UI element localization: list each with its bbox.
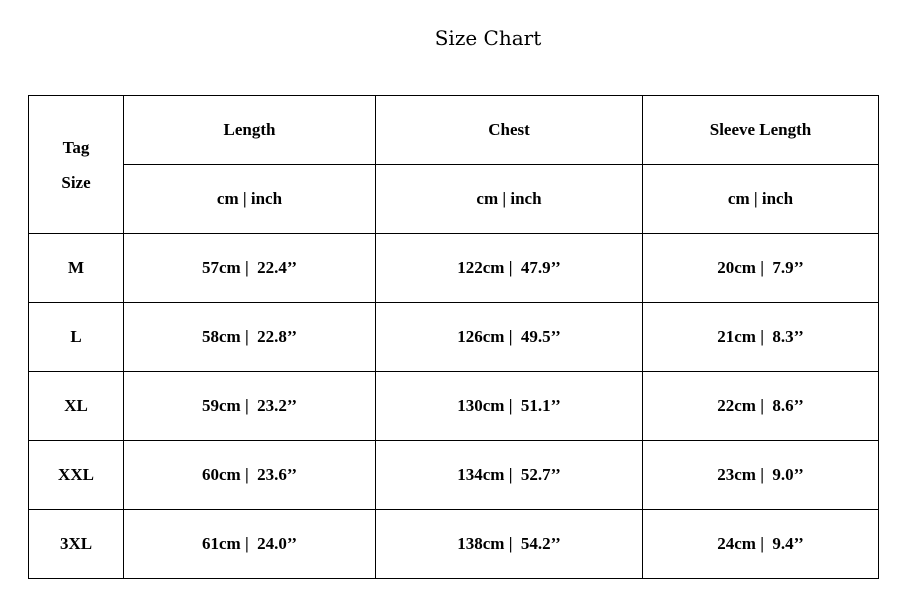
table-row: XL 59cm | 23.2’’ 130cm | 51.1’’ 22cm | 8… <box>28 371 879 441</box>
chest-cell: 134cm | 52.7’’ <box>375 440 643 510</box>
sleeve-length-header: Sleeve Length <box>642 95 879 165</box>
sleeve-cell: 24cm | 9.4’’ <box>642 509 879 579</box>
sleeve-cell: 20cm | 7.9’’ <box>642 233 879 303</box>
length-units: cm | inch <box>123 164 376 234</box>
length-cell: 59cm | 23.2’’ <box>123 371 376 441</box>
sleeve-cell: 22cm | 8.6’’ <box>642 371 879 441</box>
table-row: L 58cm | 22.8’’ 126cm | 49.5’’ 21cm | 8.… <box>28 302 879 372</box>
length-cell: 60cm | 23.6’’ <box>123 440 376 510</box>
table-row: XXL 60cm | 23.6’’ 134cm | 52.7’’ 23cm | … <box>28 440 879 510</box>
length-header: Length <box>123 95 376 165</box>
page-title: Size Chart <box>434 26 542 50</box>
size-chart-table: Tag Size Length Chest Sleeve Length cm |… <box>28 95 879 579</box>
table-row: M 57cm | 22.4’’ 122cm | 47.9’’ 20cm | 7.… <box>28 233 879 303</box>
chest-units: cm | inch <box>375 164 643 234</box>
table-row: 3XL 61cm | 24.0’’ 138cm | 54.2’’ 24cm | … <box>28 509 879 579</box>
chest-cell: 122cm | 47.9’’ <box>375 233 643 303</box>
units-row: cm | inch cm | inch cm | inch <box>29 164 879 234</box>
chest-header: Chest <box>375 95 643 165</box>
sleeve-cell: 23cm | 9.0’’ <box>642 440 879 510</box>
size-cell: 3XL <box>28 509 124 579</box>
size-cell: XL <box>28 371 124 441</box>
length-cell: 57cm | 22.4’’ <box>123 233 376 303</box>
length-cell: 61cm | 24.0’’ <box>123 509 376 579</box>
size-cell: M <box>28 233 124 303</box>
header-row: Tag Size Length Chest Sleeve Length <box>28 95 879 234</box>
chest-cell: 138cm | 54.2’’ <box>375 509 643 579</box>
length-cell: 58cm | 22.8’’ <box>123 302 376 372</box>
tag-size-header: Tag Size <box>28 95 124 234</box>
chest-cell: 130cm | 51.1’’ <box>375 371 643 441</box>
sleeve-cell: 21cm | 8.3’’ <box>642 302 879 372</box>
sleeve-units: cm | inch <box>642 164 879 234</box>
size-cell: L <box>28 302 124 372</box>
chest-cell: 126cm | 49.5’’ <box>375 302 643 372</box>
size-cell: XXL <box>28 440 124 510</box>
